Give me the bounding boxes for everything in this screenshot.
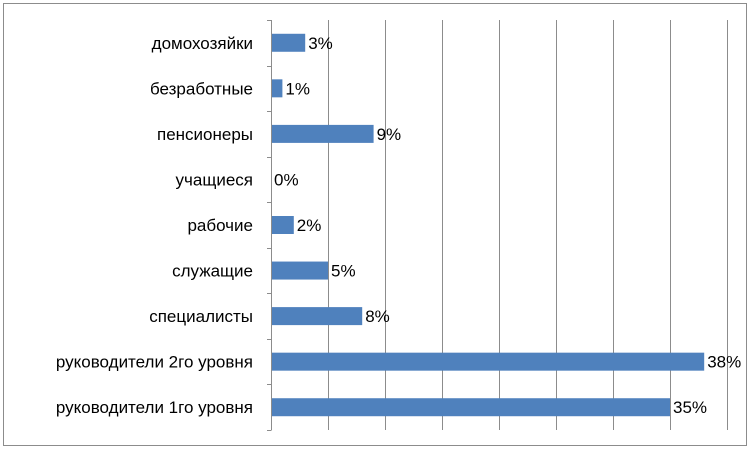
category-label: учащиеся <box>176 170 253 189</box>
category-label: безработные <box>150 79 253 98</box>
bar <box>272 79 283 98</box>
category-label: домохозяйки <box>152 34 253 53</box>
value-label: 5% <box>331 262 356 281</box>
bars <box>272 33 705 417</box>
value-label: 38% <box>707 353 741 372</box>
bar <box>272 261 328 280</box>
chart-frame <box>3 3 747 446</box>
value-label: 1% <box>285 79 310 98</box>
value-label: 0% <box>274 170 299 189</box>
value-label: 3% <box>308 34 333 53</box>
bar <box>272 216 294 234</box>
value-label: 35% <box>673 398 707 417</box>
bar <box>272 307 363 326</box>
bar <box>272 33 306 52</box>
bar <box>272 398 670 417</box>
category-label: пенсионеры <box>157 125 253 144</box>
category-label: рабочие <box>187 216 253 235</box>
value-label: 8% <box>365 307 390 326</box>
bar <box>272 124 374 143</box>
value-label: 9% <box>377 125 402 144</box>
value-label: 2% <box>297 216 322 235</box>
category-label: специалисты <box>149 307 253 326</box>
category-label: руководители 2го уровня <box>56 353 253 372</box>
category-label: служащие <box>172 262 253 281</box>
bar <box>272 352 705 371</box>
labels: домохозяйки 3% безработные 1% пенсионеры 9% уч… <box>56 34 741 417</box>
category-label: руководители 1го уровня <box>56 398 253 417</box>
